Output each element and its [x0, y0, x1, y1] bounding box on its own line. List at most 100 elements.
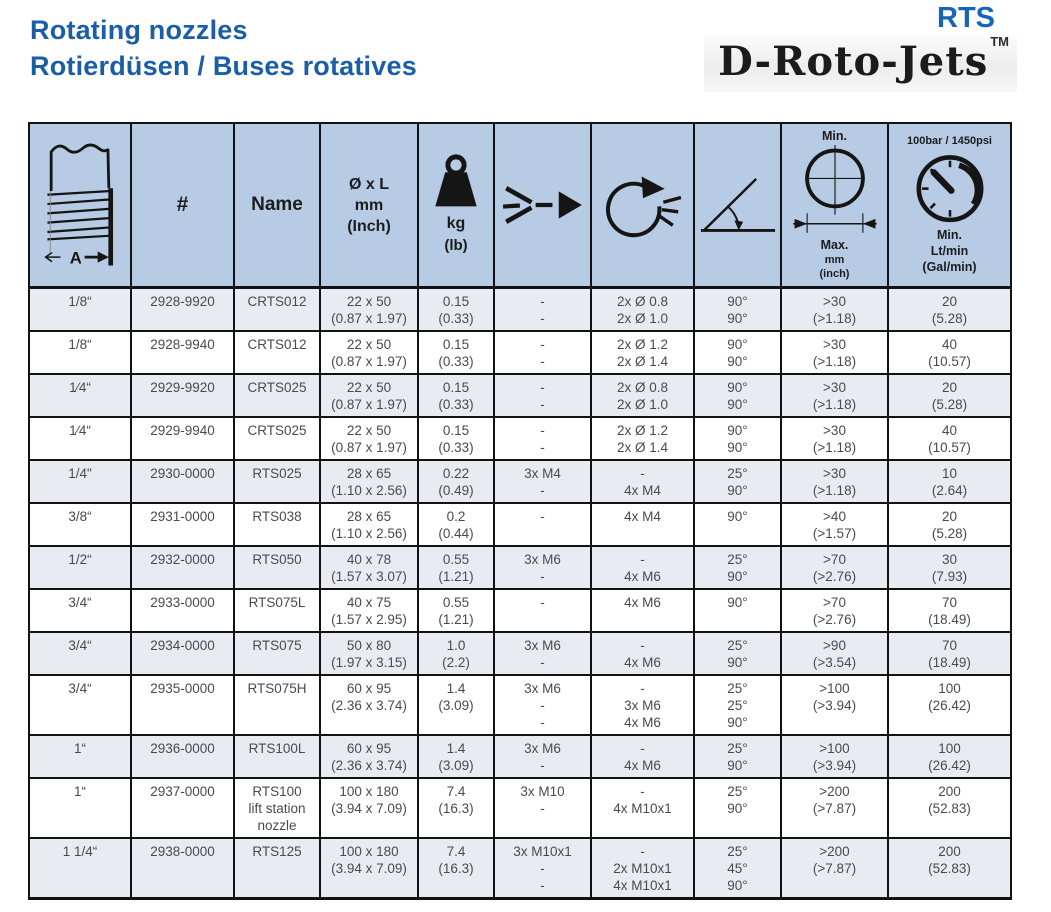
- cell-angles: 90° 90°: [693, 373, 782, 418]
- cell-orifices: 2x Ø 1.2 2x Ø 1.4: [590, 330, 695, 375]
- cell-part: 2936-0000: [130, 734, 235, 779]
- series-label: RTS: [937, 2, 995, 34]
- cell-jets: 3x M10x1- -: [493, 837, 592, 900]
- cell-part: 2934-0000: [130, 631, 235, 676]
- col-header-thread-size: A: [28, 122, 132, 289]
- table-row: 1⁄4“ 2929-9920 CRTS025 22 x 50 (0.87 x 1.97)…: [28, 373, 1012, 418]
- cell-jets: 3x M4-: [493, 459, 592, 504]
- cell-size: 22 x 50 (0.87 x 1.97): [319, 286, 419, 332]
- cell-thread: 1/4": [28, 459, 132, 504]
- cell-min: >40 (>1.57): [780, 502, 889, 547]
- cell-part: 2928-9920: [130, 286, 235, 332]
- cell-orifices: -4x M4: [590, 459, 695, 504]
- cell-weight: 0.15 (0.33): [417, 286, 495, 332]
- cell-size: 60 x 95 (2.36 x 3.74): [319, 674, 419, 736]
- table-row: 3/4“ 2935-0000 RTS075H 60 x 95 (2.36 x 3.74)…: [28, 674, 1012, 736]
- cell-weight: 7.4 (16.3): [417, 777, 495, 839]
- cell-jets: 3x M6-: [493, 631, 592, 676]
- header-row: A # Name Ø x L mm (Inch): [28, 122, 1012, 289]
- cell-size: 22 x 50 (0.87 x 1.97): [319, 330, 419, 375]
- cell-flow: 20 (5.28): [887, 373, 1012, 418]
- cell-flow: 200 (52.83): [887, 777, 1012, 839]
- pressure-rating-label: 100bar / 1450psi: [906, 135, 992, 147]
- col-header-fixed-jets: [493, 122, 592, 289]
- brand-block: RTS D-Roto-Jets TM: [657, 2, 1017, 92]
- cell-name: RTS125: [233, 837, 321, 900]
- cell-angles: 25° 90°: [693, 459, 782, 504]
- cell-thread: 1/8“: [28, 286, 132, 332]
- cell-size: 22 x 50 (0.87 x 1.97): [319, 416, 419, 461]
- clearance-max-label: Max.: [820, 238, 849, 252]
- cell-jets: --: [493, 373, 592, 418]
- col-header-jet-angle: [693, 122, 782, 289]
- cell-name: CRTS025: [233, 373, 321, 418]
- cell-weight: 0.22 (0.49): [417, 459, 495, 504]
- brand-logo: D-Roto-Jets TM: [704, 34, 1017, 92]
- cell-orifices: -4x M6: [590, 631, 695, 676]
- cell-name: CRTS012: [233, 286, 321, 332]
- cell-size: 22 x 50 (0.87 x 1.97): [319, 373, 419, 418]
- cell-jets: 3x M6-: [493, 545, 592, 590]
- min-max-diameter-icon: [792, 145, 877, 233]
- col-header-dimensions: Ø x L mm (Inch): [319, 122, 419, 289]
- cell-jets: --: [493, 286, 592, 332]
- weight-icon: [435, 154, 477, 207]
- cell-weight: 1.4 (3.09): [417, 674, 495, 736]
- cell-angles: 25° 90°: [693, 777, 782, 839]
- cell-jets: 3x M6- -: [493, 674, 592, 736]
- cell-angles: 90° 90°: [693, 330, 782, 375]
- spec-table: A # Name Ø x L mm (Inch): [28, 122, 1012, 900]
- cell-jets: --: [493, 330, 592, 375]
- cell-flow: 40 (10.57): [887, 330, 1012, 375]
- cell-size: 40 x 75 (1.57 x 2.95): [319, 588, 419, 633]
- cell-orifices: 4x M4: [590, 502, 695, 547]
- cell-size: 28 x 65 (1.10 x 2.56): [319, 459, 419, 504]
- cell-size: 100 x 180 (3.94 x 7.09): [319, 837, 419, 900]
- cell-angles: 25° 25° 90°: [693, 674, 782, 736]
- cell-min: >70 (>2.76): [780, 545, 889, 590]
- cell-min: >30 (>1.18): [780, 416, 889, 461]
- cell-part: 2930-0000: [130, 459, 235, 504]
- cell-angles: 90°: [693, 502, 782, 547]
- cell-min: >30 (>1.18): [780, 373, 889, 418]
- cell-thread: 1/2“: [28, 545, 132, 590]
- table-row: 1 1/4“ 2938-0000 RTS125 100 x 180 (3.94 x 7.…: [28, 837, 1012, 900]
- cell-min: >200 (>7.87): [780, 837, 889, 900]
- cell-name: RTS038: [233, 502, 321, 547]
- cell-thread: 1⁄4“: [28, 416, 132, 461]
- cell-part: 2931-0000: [130, 502, 235, 547]
- cell-thread: 1“: [28, 734, 132, 779]
- cell-orifices: 2x Ø 0.8 2x Ø 1.0: [590, 286, 695, 332]
- table-row: 1/4" 2930-0000 RTS025 28 x 65 (1.10 x 2.56) 0…: [28, 459, 1012, 504]
- page-title: Rotating nozzles: [30, 15, 248, 45]
- table-row: 1“ 2937-0000 RTS100 lift station nozzle 100 x…: [28, 777, 1012, 839]
- cell-name: RTS100 lift station nozzle: [233, 777, 321, 839]
- col-header-name: Name: [233, 122, 321, 289]
- cell-size: 50 x 80 (1.97 x 3.15): [319, 631, 419, 676]
- col-header-weight: kg (lb): [417, 122, 495, 289]
- col-header-flow-rate: 100bar / 1450psi Min. Lt/min: [887, 122, 1012, 289]
- col-header-min-clearance: Min. Max. mm (inch: [780, 122, 889, 289]
- part-number-symbol: #: [176, 193, 189, 216]
- cell-flow: 100 (26.42): [887, 734, 1012, 779]
- title-block: Rotating nozzles Rotierdüsen / Buses rot…: [30, 12, 417, 84]
- table-row: 1/2“ 2932-0000 RTS050 40 x 78 (1.57 x 3.07) 0…: [28, 545, 1012, 590]
- cell-orifices: 2x Ø 0.8 2x Ø 1.0: [590, 373, 695, 418]
- cell-name: RTS050: [233, 545, 321, 590]
- cell-min: >70 (>2.76): [780, 588, 889, 633]
- cell-weight: 0.55 (1.21): [417, 545, 495, 590]
- cell-jets: 3x M10-: [493, 777, 592, 839]
- cell-jets: -: [493, 502, 592, 547]
- table-row: 1⁄4“ 2929-9940 CRTS025 22 x 50 (0.87 x 1.97)…: [28, 416, 1012, 461]
- cell-angles: 90° 90°: [693, 286, 782, 332]
- col-header-part-number: #: [130, 122, 235, 289]
- cell-flow: 100 (26.42): [887, 674, 1012, 736]
- cell-part: 2932-0000: [130, 545, 235, 590]
- cell-thread: 1⁄4“: [28, 373, 132, 418]
- cell-angles: 25° 90°: [693, 734, 782, 779]
- cell-min: >30 (>1.18): [780, 459, 889, 504]
- cell-part: 2935-0000: [130, 674, 235, 736]
- cell-part: 2929-9940: [130, 416, 235, 461]
- cell-orifices: -4x M6: [590, 734, 695, 779]
